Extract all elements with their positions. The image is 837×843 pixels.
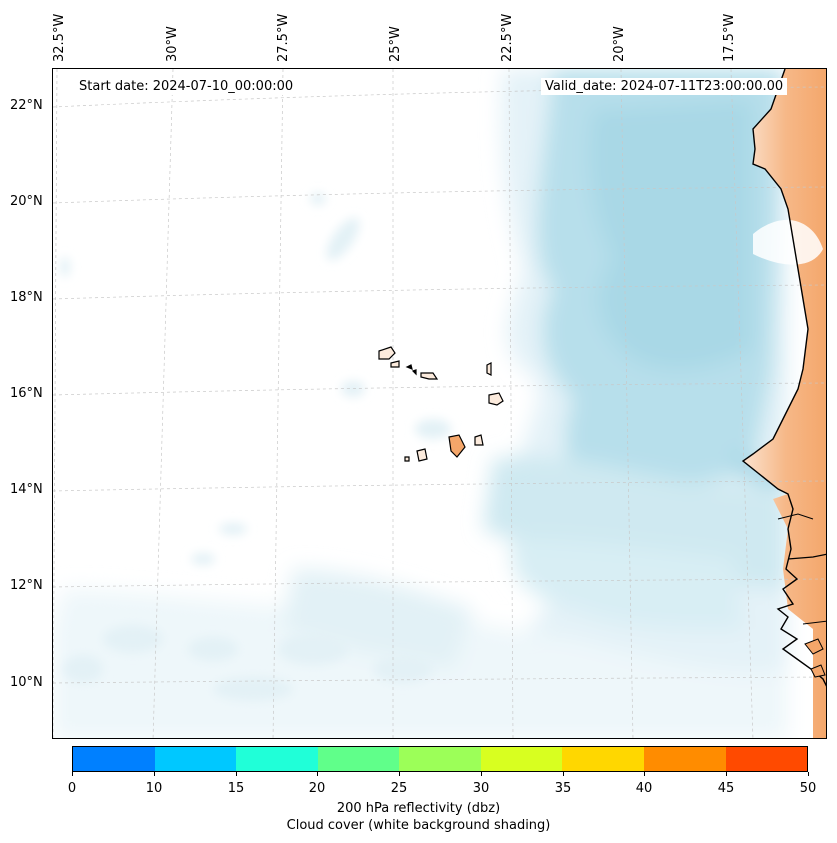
scattered-cloud-patches xyxy=(60,193,451,701)
colorbar-segment xyxy=(562,747,644,771)
longitude-label: 20°W xyxy=(612,26,627,62)
land-shading xyxy=(743,69,826,738)
guinea-bissau-islands xyxy=(802,620,826,678)
colorbar-tick-label: 20 xyxy=(308,781,326,796)
latitude-label: 10°N xyxy=(10,675,43,690)
longitude-label: 22.5°W xyxy=(500,13,515,62)
colorbar-segment xyxy=(643,747,726,771)
colorbar-tick-label: 50 xyxy=(799,781,817,796)
colorbar-tick xyxy=(563,772,564,776)
colorbar-segment xyxy=(480,747,563,771)
colorbar-tick-label: 0 xyxy=(67,781,77,796)
cloud-cover-shading xyxy=(53,69,788,738)
colorbar-segment xyxy=(73,747,155,771)
latitude-label: 12°N xyxy=(10,578,43,593)
colorbar-tick xyxy=(644,772,645,776)
senegal-casamance-coast xyxy=(777,513,814,520)
longitude-label: 25°W xyxy=(388,26,403,62)
colorbar-tick xyxy=(72,772,73,776)
latitude-label: 20°N xyxy=(10,194,43,209)
colorbar-tick xyxy=(236,772,237,776)
reflectivity-colorbar xyxy=(72,746,808,772)
longitude-label: 30°W xyxy=(165,26,180,62)
gambia-inlet xyxy=(787,553,826,560)
colorbar-segment xyxy=(317,747,400,771)
colorbar-tick-label: 35 xyxy=(554,781,572,796)
latitude-label: 22°N xyxy=(10,98,43,113)
map-panel: Start date: 2024-07-10_00:00:00 Valid_da… xyxy=(52,68,827,739)
colorbar-tick xyxy=(808,772,809,776)
colorbar-segment xyxy=(399,747,481,771)
colorbar-tick xyxy=(726,772,727,776)
colorbar-tick xyxy=(154,772,155,776)
longitude-label: 27.5°W xyxy=(276,13,291,62)
map-canvas xyxy=(53,69,826,738)
latitude-label: 14°N xyxy=(10,482,43,497)
colorbar-sublabel: Cloud cover (white background shading) xyxy=(286,818,551,833)
latitude-label: 16°N xyxy=(10,386,43,401)
start-date-label: Start date: 2024-07-10_00:00:00 xyxy=(75,78,298,95)
colorbar-segment xyxy=(236,747,318,771)
longitude-label: 32.5°W xyxy=(52,13,67,62)
west-africa-coastline xyxy=(741,69,826,687)
colorbar-tick-label: 40 xyxy=(635,781,653,796)
colorbar-tick-label: 15 xyxy=(227,781,245,796)
cabo-verde-islands xyxy=(378,346,504,462)
colorbar-tick-label: 45 xyxy=(717,781,735,796)
colorbar-tick xyxy=(481,772,482,776)
valid-date-label: Valid_date: 2024-07-11T23:00:00.00 xyxy=(541,78,788,95)
colorbar-tick-label: 25 xyxy=(390,781,408,796)
colorbar-tick xyxy=(399,772,400,776)
latitude-label: 18°N xyxy=(10,290,43,305)
colorbar-tick-label: 10 xyxy=(145,781,163,796)
gridlines xyxy=(53,69,826,738)
colorbar-tick-label: 30 xyxy=(472,781,490,796)
colorbar-tick xyxy=(317,772,318,776)
colorbar-segment xyxy=(154,747,237,771)
longitude-label: 17.5°W xyxy=(722,13,737,62)
colorbar-label: 200 hPa reflectivity (dbz) xyxy=(336,801,501,816)
colorbar-segment xyxy=(725,747,808,771)
